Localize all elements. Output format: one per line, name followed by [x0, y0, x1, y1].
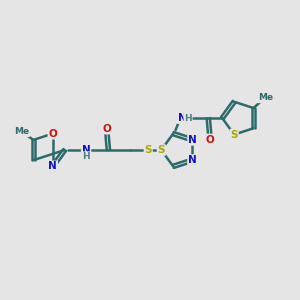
Text: Me: Me [258, 93, 273, 102]
Text: S: S [158, 145, 165, 155]
Text: N: N [82, 145, 91, 155]
Text: Me: Me [14, 127, 29, 136]
Text: H: H [82, 152, 90, 161]
Text: N: N [188, 135, 197, 145]
Text: N: N [48, 161, 57, 171]
Text: O: O [48, 129, 57, 139]
Text: H: H [184, 114, 192, 123]
Text: S: S [145, 145, 152, 155]
Text: O: O [103, 124, 111, 134]
Text: S: S [230, 130, 238, 140]
Text: O: O [206, 134, 214, 145]
Text: N: N [178, 113, 187, 123]
Text: N: N [188, 155, 197, 165]
